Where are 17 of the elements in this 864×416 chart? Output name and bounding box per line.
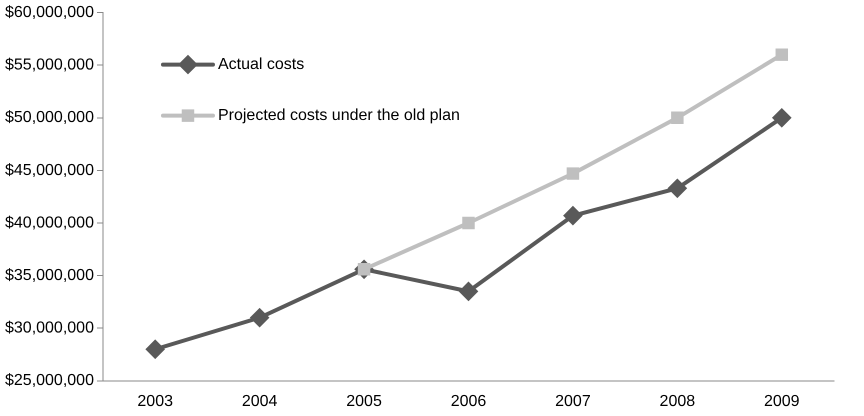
x-tick-label: 2006 — [450, 392, 486, 410]
x-tick-label: 2008 — [660, 392, 696, 410]
legend-label: Projected costs under the old plan — [218, 107, 460, 124]
y-tick-label: $40,000,000 — [4, 214, 94, 232]
y-tick-label: $55,000,000 — [4, 56, 94, 74]
y-tick-label: $50,000,000 — [4, 109, 94, 126]
x-tick-label: 2003 — [137, 392, 174, 410]
x-tick-label: 2004 — [242, 392, 278, 410]
y-tick-label: $60,000,000 — [4, 4, 94, 22]
legend-label: Actual costs — [218, 56, 304, 74]
y-tick-label: $30,000,000 — [4, 320, 94, 337]
x-tick-label: 2005 — [346, 392, 382, 410]
y-tick-label: $35,000,000 — [4, 267, 94, 284]
x-tick-label: 2007 — [555, 392, 591, 410]
y-tick-label: $25,000,000 — [4, 372, 94, 390]
x-tick-label: 2009 — [764, 392, 800, 410]
y-tick-label: $45,000,000 — [4, 162, 94, 179]
